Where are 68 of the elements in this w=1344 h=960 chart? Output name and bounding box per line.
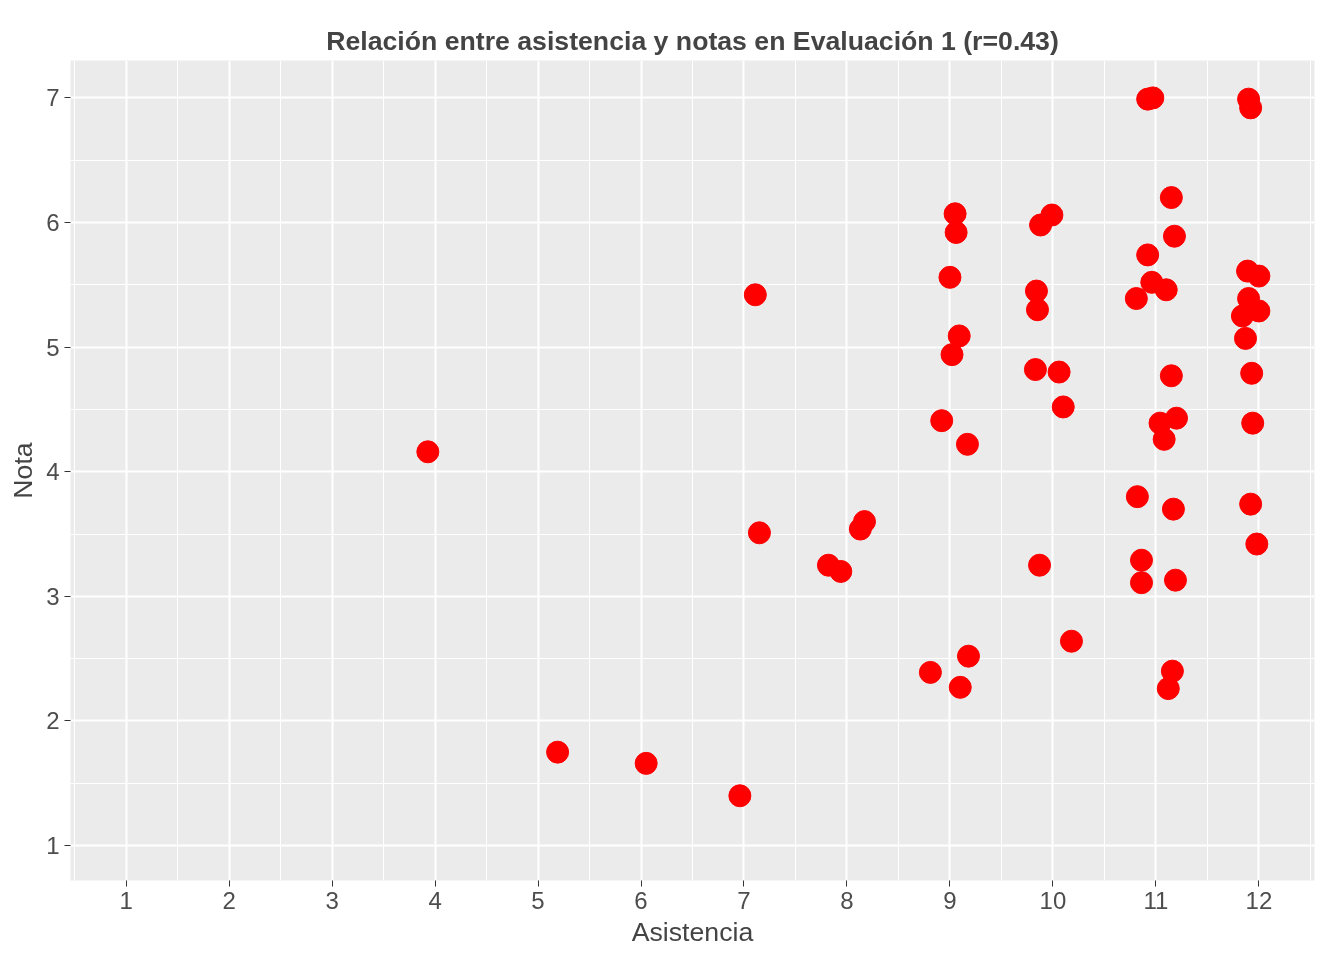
point — [1024, 279, 1048, 303]
y-tick-label: 3 — [46, 582, 60, 610]
point — [944, 221, 968, 244]
point — [1240, 361, 1264, 385]
point — [1136, 243, 1160, 267]
point — [948, 675, 972, 699]
point — [1154, 278, 1178, 302]
point — [747, 521, 771, 545]
y-tick-label: 5 — [46, 333, 60, 361]
point — [1239, 492, 1263, 516]
point — [1247, 264, 1271, 288]
point — [956, 644, 980, 668]
point — [1028, 553, 1052, 577]
point — [1162, 224, 1186, 248]
point — [1245, 532, 1269, 556]
point — [416, 440, 440, 464]
point — [634, 751, 658, 775]
point — [1165, 406, 1189, 430]
y-tick-label: 4 — [46, 458, 60, 486]
x-tick-label: 8 — [840, 886, 854, 914]
point — [1241, 411, 1265, 435]
point — [743, 283, 767, 307]
y-tick-label: 6 — [46, 209, 60, 237]
point — [947, 324, 971, 348]
point — [1161, 497, 1185, 521]
point — [852, 510, 876, 534]
point — [1047, 360, 1071, 384]
x-tick-label: 9 — [943, 886, 957, 914]
x-tick-label: 12 — [1245, 886, 1273, 914]
point — [1234, 326, 1257, 350]
chart-title: Relación entre asistencia y notas en Evaluación 1 (r=0.43) — [326, 25, 1059, 56]
point — [1059, 629, 1083, 653]
point — [943, 202, 967, 226]
x-tick-label: 7 — [737, 886, 751, 914]
point — [1023, 358, 1047, 382]
point — [1159, 364, 1183, 388]
point — [1152, 427, 1176, 451]
point — [1163, 568, 1187, 592]
y-tick-label: 1 — [46, 832, 60, 860]
point — [940, 343, 964, 367]
x-tick-label: 11 — [1143, 886, 1169, 914]
point — [1025, 298, 1049, 322]
y-tick-label: 2 — [46, 707, 60, 735]
y-tick-label: 7 — [46, 84, 60, 112]
point — [728, 784, 752, 808]
x-tick-label: 5 — [531, 886, 545, 914]
point — [955, 432, 979, 456]
point — [1129, 571, 1153, 595]
point — [1051, 395, 1075, 419]
x-tick-label: 4 — [428, 886, 442, 914]
x-tick-label: 3 — [325, 886, 339, 914]
x-axis-title: Asistencia — [631, 916, 754, 947]
point — [1125, 485, 1149, 509]
x-tick-label: 1 — [119, 886, 133, 914]
point — [1160, 659, 1184, 683]
x-tick-label: 10 — [1039, 886, 1067, 914]
point — [1159, 186, 1183, 210]
point — [918, 660, 942, 684]
point — [1124, 287, 1148, 310]
x-tick-label: 6 — [634, 886, 648, 914]
y-axis-title: Nota — [8, 442, 39, 499]
point — [930, 409, 954, 433]
point — [829, 559, 853, 583]
point — [546, 740, 570, 764]
x-tick-label: 2 — [222, 886, 236, 914]
point — [1129, 548, 1153, 572]
point — [938, 265, 962, 289]
point — [1040, 203, 1064, 227]
